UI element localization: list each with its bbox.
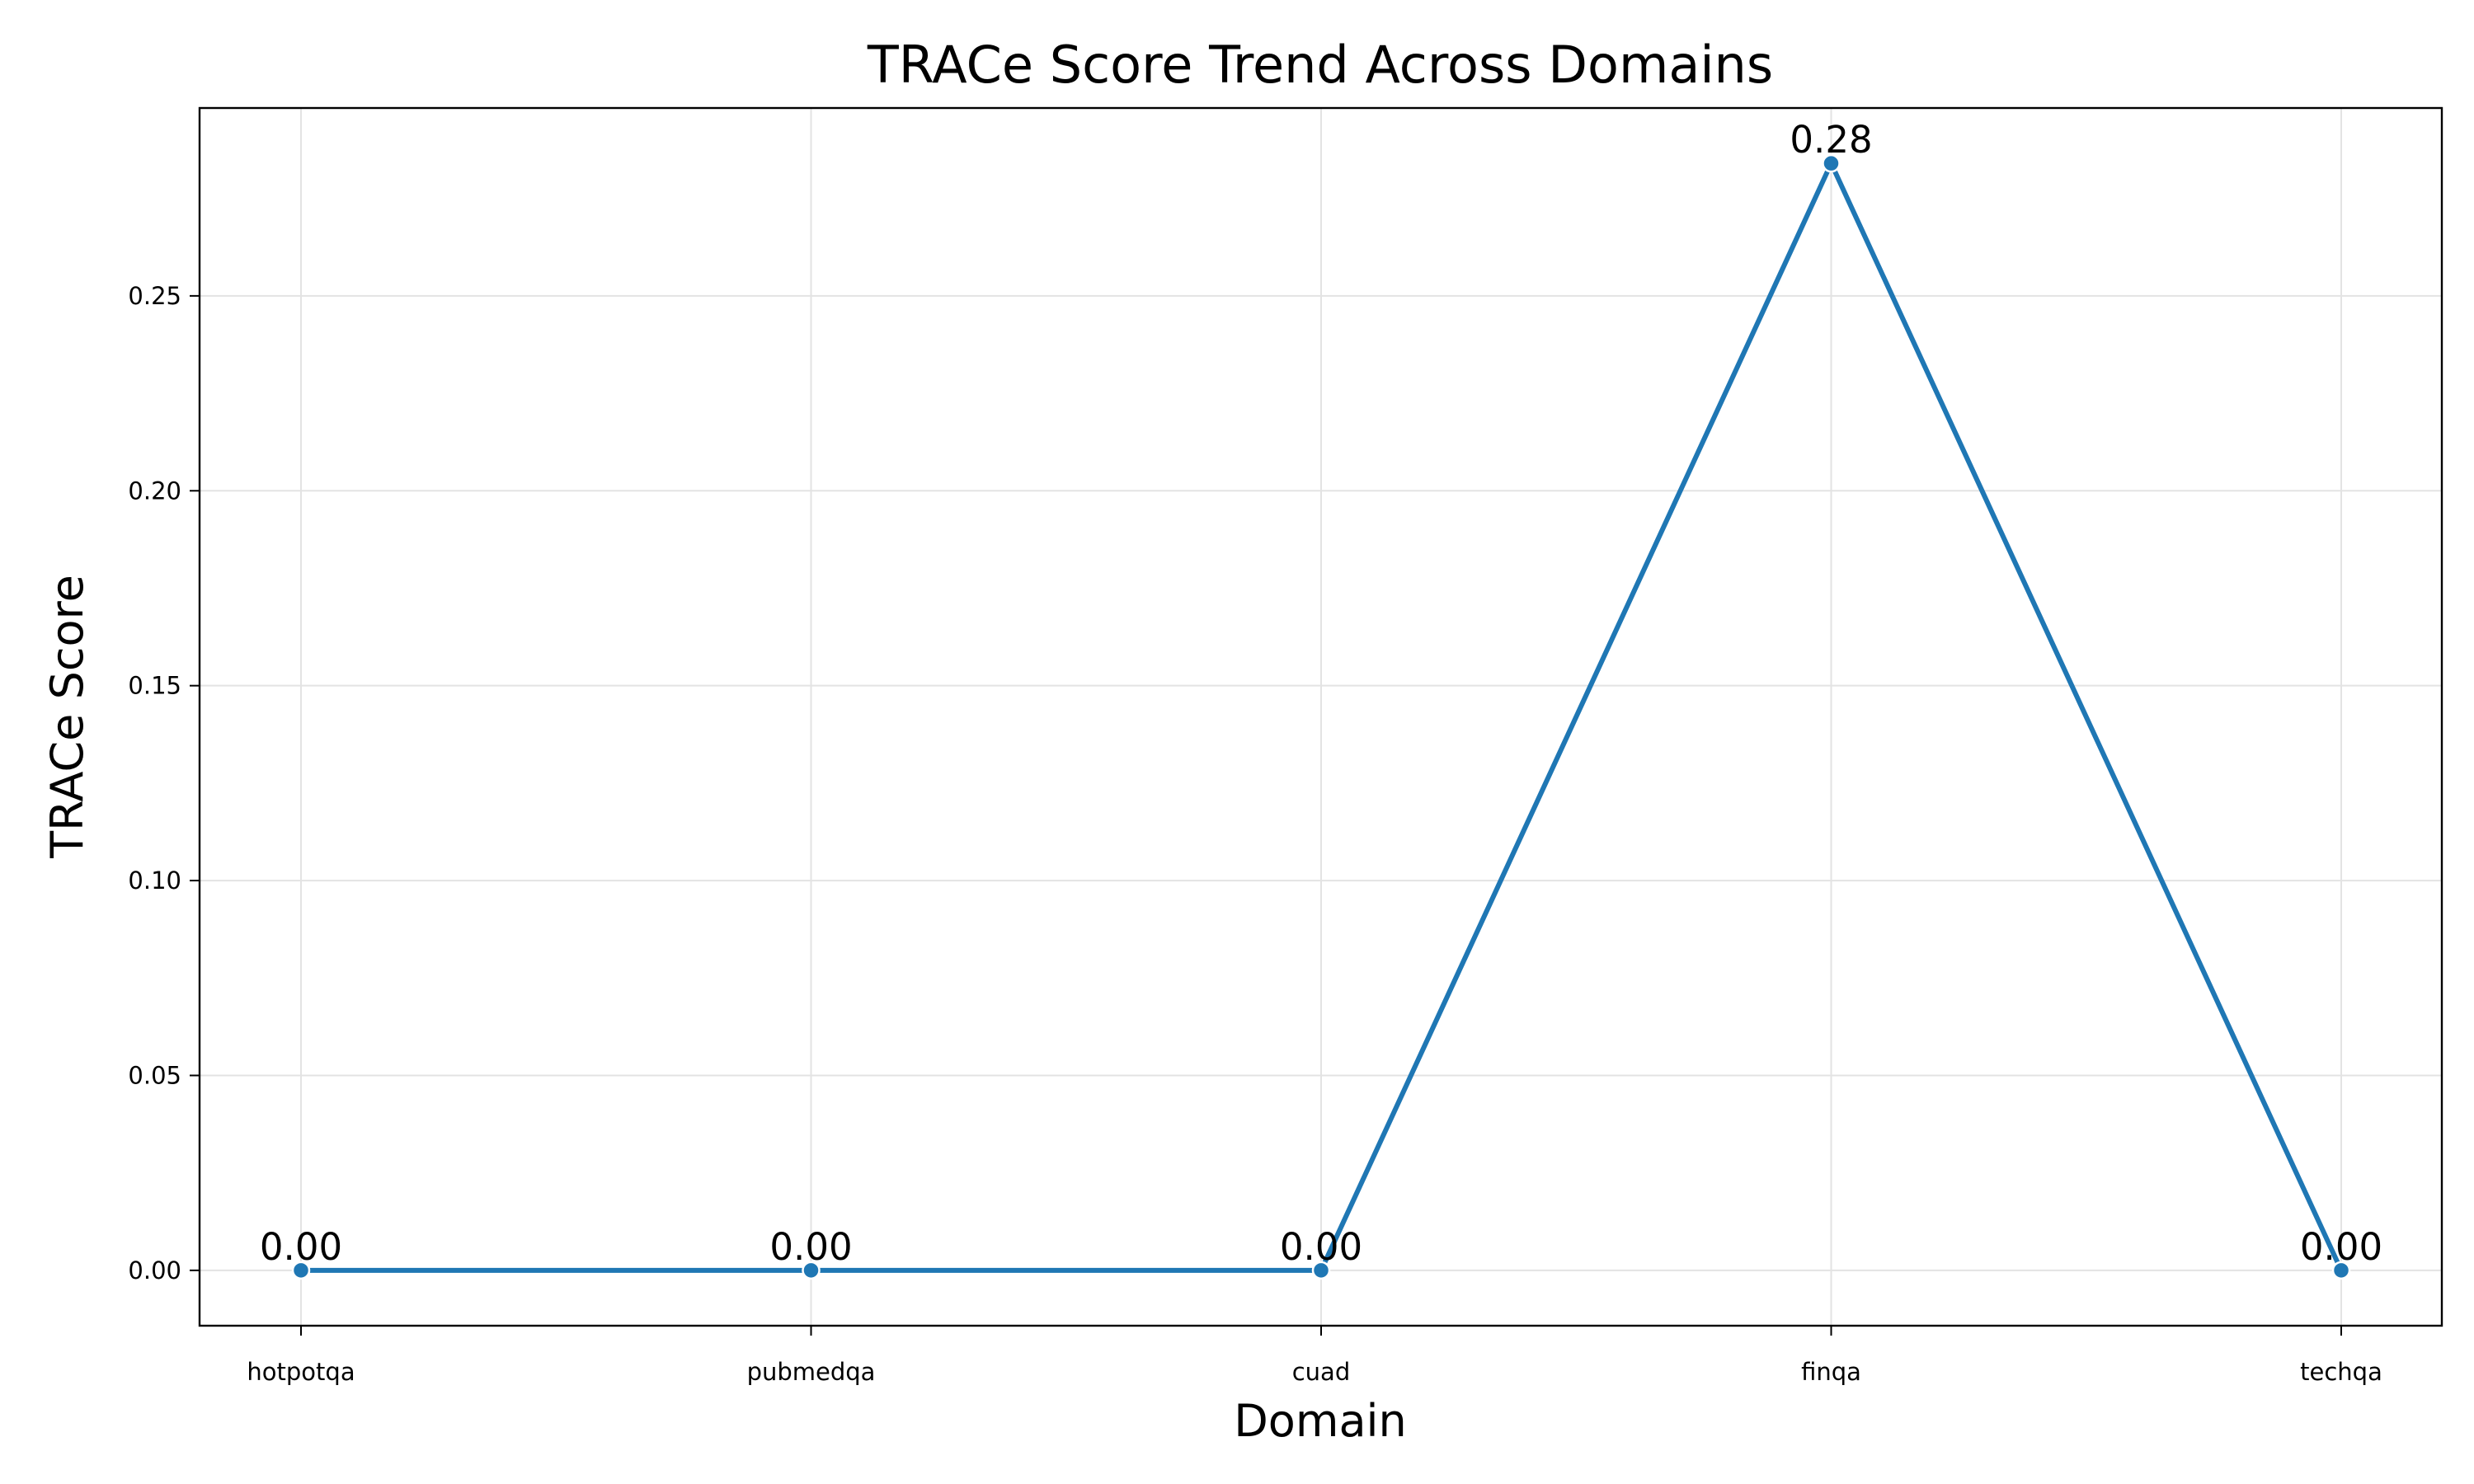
x-tick-label: hotpotqa: [247, 1358, 355, 1386]
x-tick-label: pubmedqa: [747, 1358, 876, 1386]
y-tick-label: 0.20: [128, 477, 181, 505]
data-label: 0.00: [1280, 1225, 1362, 1269]
data-point: [2331, 1261, 2351, 1280]
data-label: 0.00: [260, 1225, 342, 1269]
data-labels: 0.00 0.00 0.00 0.28 0.00: [260, 118, 2382, 1269]
data-point: [1822, 153, 1841, 173]
data-label: 0.00: [2300, 1225, 2382, 1269]
data-point: [1311, 1261, 1331, 1280]
data-point: [802, 1261, 821, 1280]
x-tick-label: techqa: [2300, 1358, 2382, 1386]
y-tick-label: 0.00: [128, 1256, 181, 1284]
data-points: [291, 153, 2351, 1280]
data-label: 0.00: [769, 1225, 852, 1269]
y-tick-label: 0.05: [128, 1061, 181, 1089]
data-point: [291, 1261, 311, 1280]
y-axis-label: TRACe Score: [41, 575, 93, 859]
chart-title: TRACe Score Trend Across Domains: [867, 35, 1773, 95]
x-axis-label: Domain: [1234, 1395, 1407, 1447]
y-axis-ticks: 0.00 0.05 0.10 0.15 0.20 0.25: [128, 282, 200, 1284]
x-axis-ticks: hotpotqa pubmedqa cuad finqa techqa: [247, 1326, 2382, 1386]
x-tick-label: finqa: [1801, 1358, 1861, 1386]
grid-lines: [200, 108, 2442, 1326]
x-tick-label: cuad: [1292, 1358, 1351, 1386]
y-tick-label: 0.25: [128, 282, 181, 310]
y-tick-label: 0.15: [128, 672, 181, 700]
y-tick-label: 0.10: [128, 866, 181, 895]
data-label: 0.28: [1790, 118, 1872, 162]
